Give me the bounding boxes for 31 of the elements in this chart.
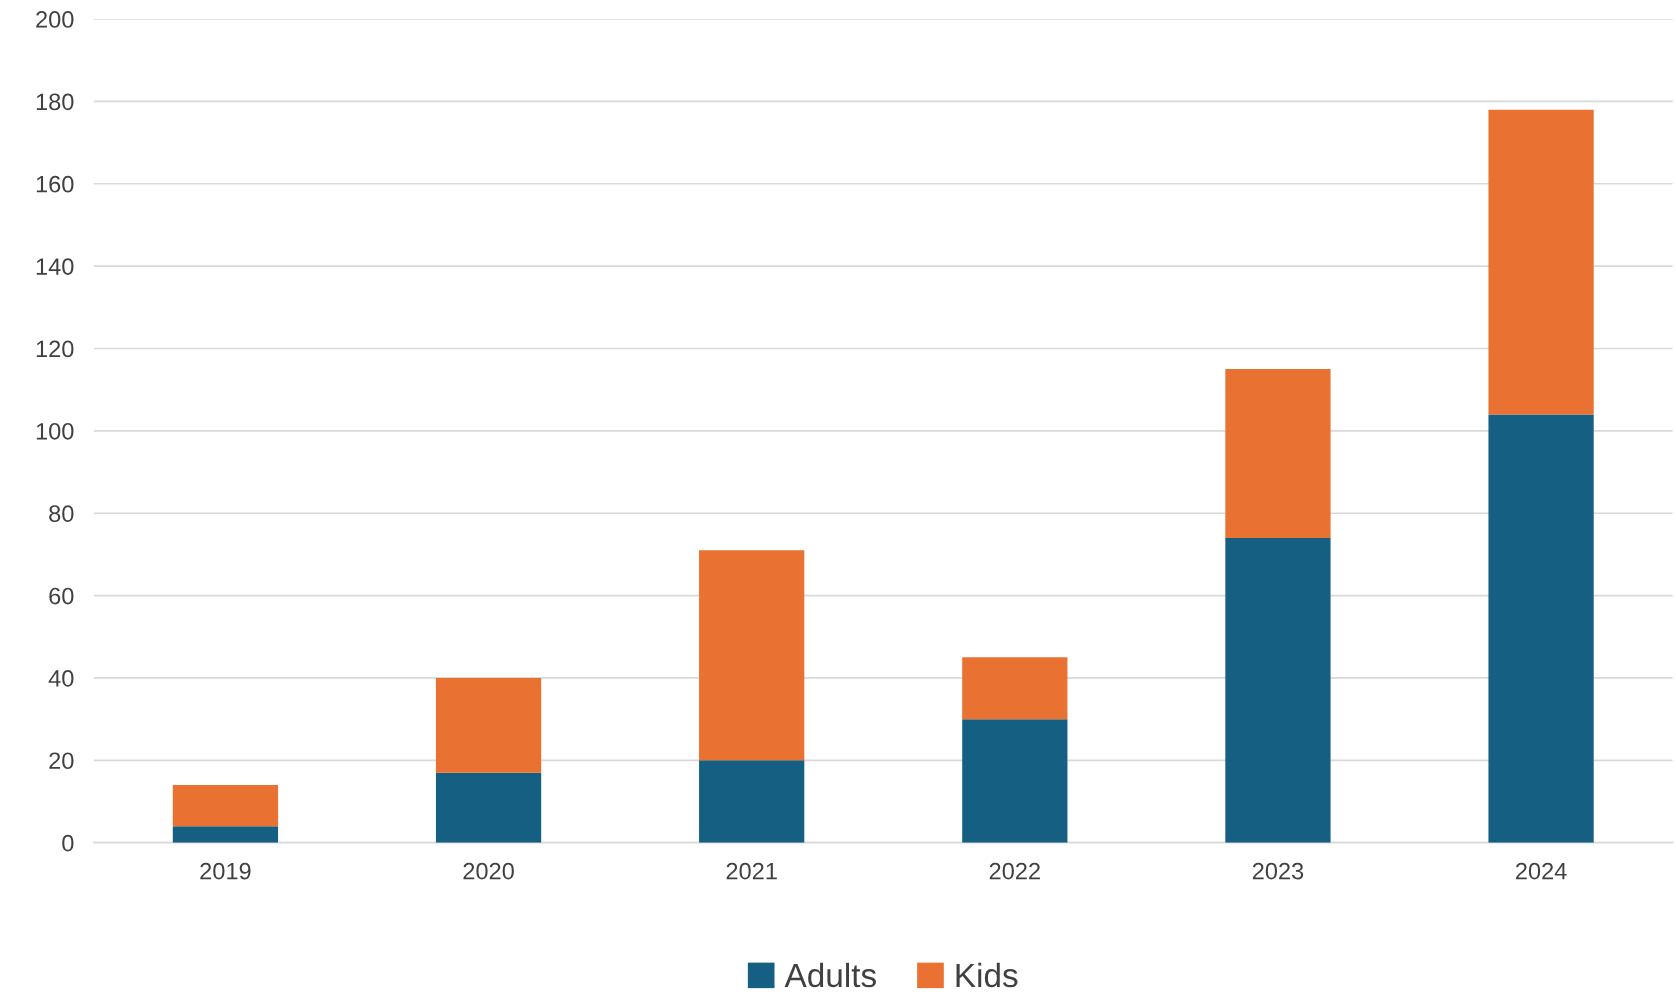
x-tick-label: 2024 — [1516, 862, 1567, 880]
y-tick-label: 120 — [36, 340, 74, 358]
bar — [699, 550, 805, 761]
bar — [1225, 369, 1331, 538]
y-tick-label: 0 — [62, 834, 74, 852]
x-tick-label: 2020 — [463, 862, 514, 880]
bar — [1225, 537, 1331, 843]
y-tick-label: 200 — [36, 11, 74, 28]
x-tick-label: 2023 — [1252, 862, 1304, 880]
x-tick-label: 2019 — [200, 862, 251, 880]
y-tick-label: 180 — [36, 93, 74, 111]
legend-label: Kids — [956, 962, 1018, 988]
y-tick-label: 160 — [36, 175, 74, 193]
y-tick-label: 100 — [36, 422, 74, 440]
y-tick-label: 140 — [36, 258, 74, 275]
bar — [699, 760, 805, 843]
bar — [962, 719, 1068, 843]
y-tick-label: 80 — [49, 505, 74, 523]
bar — [172, 785, 279, 827]
y-tick-label: 40 — [48, 670, 74, 687]
bar — [962, 657, 1068, 720]
y-tick-label: 60 — [49, 587, 74, 605]
bar — [1488, 109, 1594, 415]
x-tick-label: 2022 — [989, 862, 1040, 880]
y-tick-label: 20 — [49, 752, 74, 770]
bar — [1488, 414, 1594, 843]
bar — [435, 677, 542, 773]
bar — [172, 826, 279, 843]
x-tick-label: 2021 — [726, 862, 777, 880]
bar — [435, 772, 542, 843]
legend-label: Adults — [784, 962, 876, 988]
